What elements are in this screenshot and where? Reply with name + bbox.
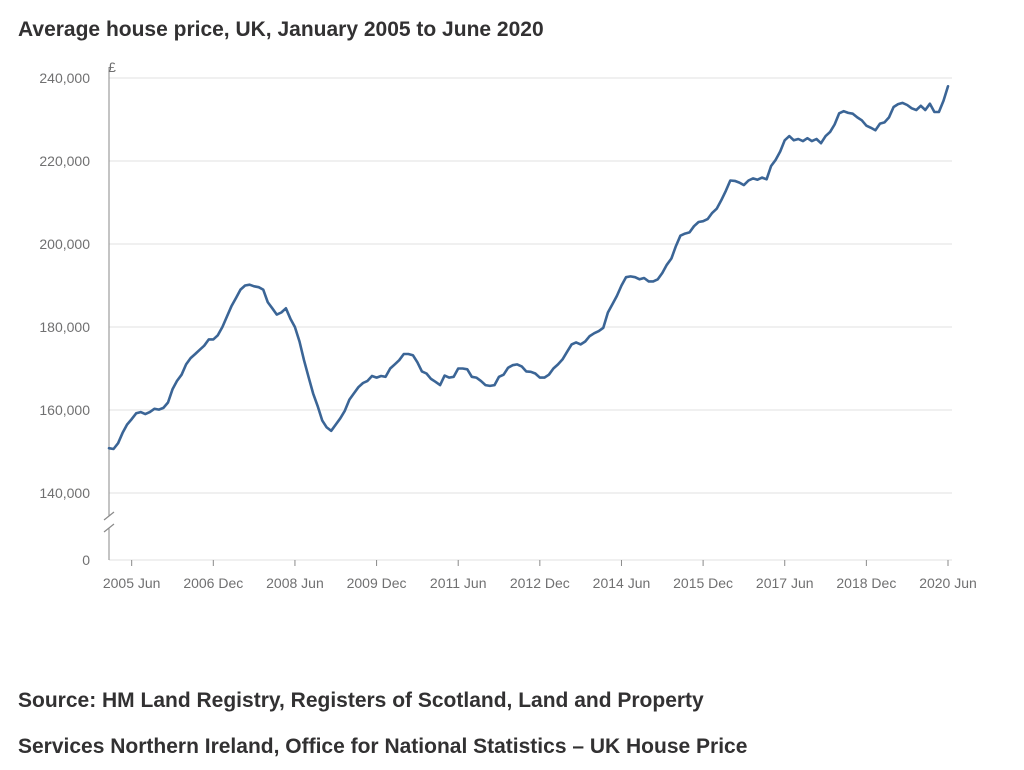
y-tick-label: 160,000 — [39, 402, 90, 418]
x-tick-label: 2020 Jun — [919, 575, 977, 591]
chart-title: Average house price, UK, January 2005 to… — [18, 18, 544, 41]
tick-labels: 140,000 160,000 180,000 200,000 220,000 240,0… — [39, 59, 976, 591]
x-tick-label: 2009 Dec — [347, 575, 407, 591]
source-note-line-1: Source: HM Land Registry, Registers of S… — [18, 689, 704, 712]
x-tick-label: 2011 Jun — [430, 575, 487, 591]
y-tick-label-zero: 0 — [82, 552, 90, 568]
axis-break-mark — [103, 523, 115, 533]
source-note-line-2: Services Northern Ireland, Office for Na… — [18, 735, 748, 758]
axes — [103, 68, 949, 566]
y-axis-unit-label: £ — [108, 59, 116, 75]
x-tick-label: 2018 Dec — [836, 575, 896, 591]
y-tick-label: 220,000 — [39, 153, 90, 169]
series-layer — [107, 85, 950, 451]
line-chart: 140,000 160,000 180,000 200,000 220,000 240,0… — [39, 59, 976, 591]
x-tick-label: 2017 Jun — [756, 575, 814, 591]
x-tick-label: 2006 Dec — [183, 575, 243, 591]
x-tick-label: 2012 Dec — [510, 575, 570, 591]
y-tick-label: 240,000 — [39, 70, 90, 86]
axis-break-mark — [103, 511, 115, 521]
x-tick-label: 2015 Dec — [673, 575, 733, 591]
y-tick-label: 180,000 — [39, 319, 90, 335]
y-tick-label: 200,000 — [39, 236, 90, 252]
series-line-uk-average-house-price — [107, 85, 950, 451]
x-tick-label: 2014 Jun — [593, 575, 651, 591]
x-tick-label: 2008 Jun — [266, 575, 324, 591]
y-tick-label: 140,000 — [39, 485, 90, 501]
gridlines — [109, 77, 952, 561]
x-tick-label: 2005 Jun — [103, 575, 161, 591]
